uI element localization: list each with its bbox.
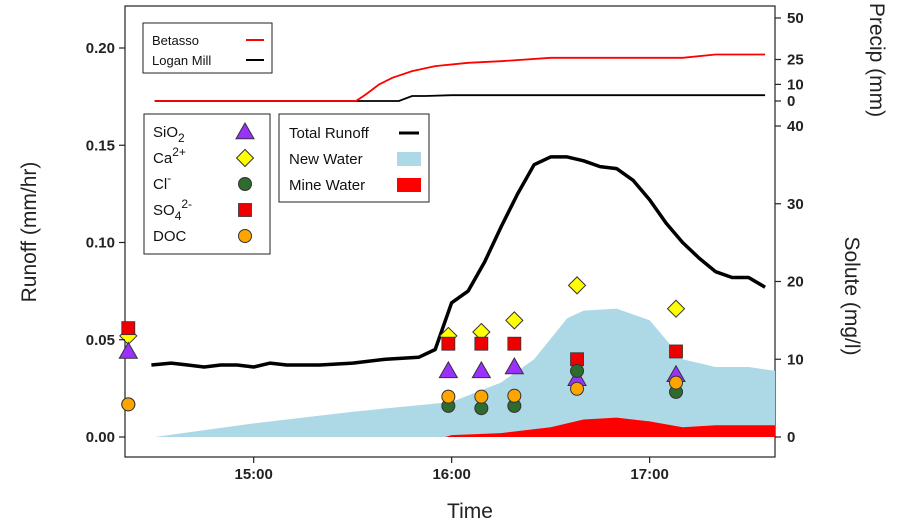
runoff-tick-label: 0.15 [86, 137, 115, 154]
mine-water-area [445, 417, 775, 437]
solute-legend-marker-sio2 [235, 121, 255, 140]
solute-legend-marker-cl [238, 177, 252, 191]
solute-tick-label: 40 [787, 118, 804, 135]
runoff-legend-label-mine_water: Mine Water [289, 177, 365, 194]
solute-tick-label: 0 [787, 429, 795, 446]
new-water-area [154, 308, 775, 437]
marker-layer [118, 276, 686, 416]
doc-point [507, 388, 522, 403]
x-tick-label: 17:00 [630, 466, 668, 483]
solute-legend-marker-ca [235, 148, 255, 168]
line-layer [151, 53, 766, 369]
runoff-tick-label: 0.00 [86, 429, 115, 446]
so4-point [441, 336, 456, 351]
solute-tick-label: 10 [787, 351, 804, 368]
solute-axis: 0 10 20 30 40 [775, 118, 804, 446]
x-tick-label: 15:00 [234, 466, 272, 483]
cl-point [570, 363, 585, 378]
ca-point [666, 299, 686, 318]
solute-axis-title: Solute (mg/l) [840, 236, 863, 355]
runoff-legend-label-new_water: New Water [289, 151, 363, 168]
x-axis: 15:00 16:00 17:00 [234, 457, 669, 483]
runoff-tick-label: 0.10 [86, 235, 115, 252]
sio2-point [471, 360, 492, 379]
total-runoff-line [151, 155, 766, 369]
sio2-point [118, 341, 139, 359]
precip-axis-title: Precip (mm) [865, 3, 888, 117]
runoff-axis-title: Runoff (mm/hr) [18, 162, 41, 303]
precip-legend-label-logan_mill: Logan Mill [152, 53, 211, 68]
precip-tick-label: 0 [787, 93, 795, 110]
doc-point [570, 381, 585, 396]
runoff-legend: Total Runoff New Water Mine Water [278, 113, 430, 203]
area-layer [154, 308, 775, 437]
solute-tick-label: 30 [787, 196, 804, 213]
runoff-legend-label-total_runoff: Total Runoff [289, 125, 370, 142]
runoff-legend-swatch-new_water [397, 152, 421, 166]
precip-tick-label: 10 [787, 76, 804, 93]
precip-legend-box [142, 22, 273, 74]
precip-axis: 010 25 50 [775, 10, 804, 110]
doc-point [474, 389, 489, 404]
solute-legend-label-sio2: SiO2 [153, 124, 185, 145]
cl-point [474, 401, 489, 416]
precip-legend-label-betasso: Betasso [152, 33, 199, 48]
sio2-point [438, 360, 459, 379]
betasso-precip-line [154, 53, 766, 102]
precip-legend: Betasso Logan Mill [142, 22, 273, 74]
solute-legend-marker-so4 [238, 203, 252, 217]
ca-point [505, 311, 524, 330]
so4-point [507, 336, 522, 351]
precip-tick-label: 25 [787, 52, 804, 69]
solute-tick-label: 20 [787, 274, 804, 291]
solute-legend-label-doc: DOC [153, 228, 187, 245]
x-axis-title: Time [447, 500, 493, 523]
ca-point [567, 276, 587, 295]
runoff-tick-label: 0.05 [86, 332, 115, 349]
solute-legend-marker-doc [238, 229, 252, 243]
x-tick-label: 16:00 [432, 466, 470, 483]
so4-point [474, 336, 489, 351]
doc-point [121, 397, 136, 412]
runoff-tick-label: 0.20 [86, 40, 115, 57]
runoff-axis: 0.00 0.05 0.10 0.15 0.20 [86, 40, 125, 446]
precip-tick-label: 50 [787, 10, 804, 27]
runoff-legend-swatch-mine_water [397, 178, 421, 192]
solute-legend-label-cl: Cl- [153, 171, 171, 193]
logan-mill-precip-line [154, 94, 766, 102]
so4-point [570, 352, 584, 367]
doc-point [669, 375, 684, 390]
sio2-point [504, 357, 525, 375]
doc-point [441, 389, 456, 404]
so4-point [121, 321, 136, 336]
so4-point [669, 344, 683, 359]
